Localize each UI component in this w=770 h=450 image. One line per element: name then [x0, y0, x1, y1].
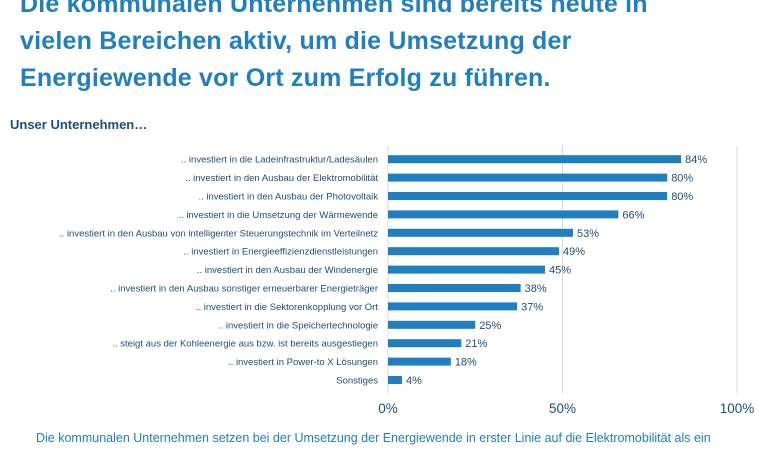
data-label: 49% [563, 246, 585, 258]
data-label: 4% [406, 375, 422, 387]
data-label: 84% [685, 154, 707, 166]
category-label: .. investiert in die Ladeinfrastruktur/L… [181, 155, 378, 166]
data-label: 45% [549, 265, 571, 277]
category-label: .. investiert in den Ausbau sonstiger er… [110, 284, 378, 295]
category-label: .. steigt aus der Kohleenergie aus bzw. … [112, 339, 378, 350]
bar [388, 339, 462, 348]
category-label: .. investiert in den Ausbau der Elektrom… [185, 173, 378, 184]
x-tick-label: 0% [378, 401, 398, 416]
bar [388, 302, 518, 311]
headline: Die kommunalen Unternehmen sind bereits … [20, 0, 760, 97]
bar [388, 192, 668, 200]
data-label: 21% [465, 338, 487, 350]
category-label: .. investiert in Energieeffizienzdienstl… [183, 247, 378, 258]
bar [388, 173, 668, 182]
data-label: 80% [671, 191, 693, 203]
data-label: 80% [671, 173, 693, 185]
data-label: 66% [622, 209, 644, 221]
data-label: 25% [479, 320, 501, 332]
category-label: .. investiert in die Umsetzung der Wärme… [178, 210, 378, 221]
bar [388, 228, 573, 237]
headline-line-2: vielen Bereichen aktiv, um die Umsetzung… [20, 27, 572, 55]
x-tick-label: 100% [720, 401, 755, 416]
category-label: .. investiert in die Speichertechnologie [218, 320, 378, 331]
data-label: 53% [577, 228, 599, 240]
chart-subtitle: Unser Unternehmen… [10, 117, 148, 132]
data-label: 38% [525, 283, 547, 295]
category-label: .. investiert in die Sektorenkopplung vo… [196, 302, 379, 313]
category-label: .. investiert in den Ausbau von intellig… [59, 228, 378, 239]
category-label: .. investiert in Power-to X Lösungen [228, 357, 378, 368]
headline-line-1: Die kommunalen Unternehmen sind bereits … [20, 0, 648, 18]
data-label: 37% [521, 301, 543, 313]
footer-text: Die kommunalen Unternehmen setzen bei de… [36, 431, 711, 445]
data-label: 18% [455, 357, 477, 369]
category-label: Sonstiges [336, 376, 378, 387]
category-label: .. investiert in den Ausbau der Photovol… [198, 192, 378, 203]
bar [388, 284, 521, 292]
category-label: .. investiert in den Ausbau der Windener… [197, 265, 378, 276]
bar [388, 155, 682, 164]
bar [388, 265, 546, 274]
bar [388, 210, 619, 219]
bar-chart: 0% 50% 100% .. investiert in die Ladeinfras… [59, 146, 755, 416]
x-tick-label: 50% [549, 401, 576, 416]
bar [388, 320, 476, 329]
bar [388, 357, 451, 366]
bar [388, 376, 402, 384]
headline-line-3: Energiewende vor Ort zum Erfolg zu führe… [20, 64, 551, 92]
bar [388, 247, 560, 256]
